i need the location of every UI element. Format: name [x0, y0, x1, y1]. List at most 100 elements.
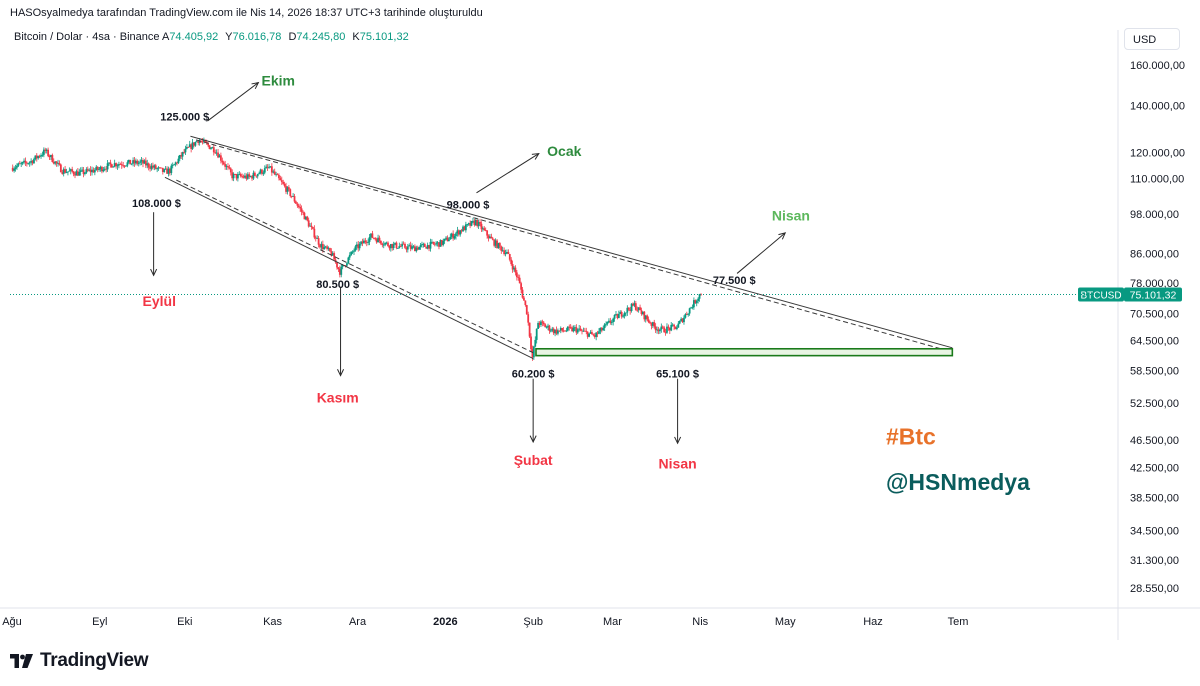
- y-tick-label: 86.000,00: [1130, 248, 1179, 260]
- candle: [86, 166, 89, 172]
- candle: [147, 162, 150, 171]
- candle: [156, 167, 159, 173]
- candle: [98, 167, 100, 172]
- candle: [324, 245, 327, 249]
- candle: [538, 321, 541, 328]
- candle: [625, 312, 627, 317]
- candle: [30, 158, 33, 166]
- candle: [537, 321, 540, 329]
- svg-text:BTCUSD: BTCUSD: [1080, 291, 1121, 302]
- candle: [623, 311, 626, 319]
- candle: [380, 240, 382, 246]
- svg-text:75.101,32: 75.101,32: [1130, 290, 1177, 302]
- arrow: [736, 232, 787, 274]
- candle: [675, 325, 678, 331]
- candle: [105, 166, 108, 173]
- candle: [312, 226, 314, 230]
- candle: [314, 235, 317, 242]
- candle: [188, 140, 191, 148]
- x-tick-label: Kas: [263, 616, 282, 628]
- candle: [338, 265, 341, 278]
- chart-labels: 125.000 $ 108.000 $ 80.500 $ 98.000 $ 77.500…: [132, 73, 1030, 495]
- symbol-name[interactable]: Bitcoin / Dolar · 4sa · Binance: [14, 31, 160, 43]
- candle: [517, 274, 520, 281]
- candle: [306, 215, 309, 222]
- period-label: Nisan: [659, 456, 697, 472]
- candle: [559, 326, 562, 334]
- y-tick-label: 64.500,00: [1130, 336, 1179, 348]
- candle: [507, 249, 510, 255]
- candle: [235, 173, 238, 181]
- candle: [219, 152, 222, 164]
- candle: [532, 345, 535, 361]
- y-tick-label: 110.000,00: [1130, 174, 1184, 186]
- candle: [139, 159, 142, 166]
- candle: [456, 226, 459, 237]
- candle: [549, 328, 552, 333]
- candle: [355, 241, 358, 250]
- candle: [202, 137, 205, 144]
- price-annotation: 60.200 $: [512, 368, 555, 380]
- candle: [622, 314, 624, 319]
- candle: [650, 322, 653, 330]
- candle: [54, 161, 57, 166]
- candle: [320, 241, 323, 250]
- candle: [660, 323, 663, 333]
- candle: [91, 166, 93, 176]
- candle: [572, 325, 575, 333]
- candle: [372, 237, 375, 240]
- candle: [272, 169, 275, 174]
- candle: [385, 241, 388, 245]
- candle: [17, 162, 20, 168]
- candle: [331, 251, 334, 256]
- candle: [222, 160, 225, 166]
- candle: [642, 311, 644, 316]
- candle: [616, 313, 619, 320]
- candle: [169, 167, 171, 176]
- candle: [159, 166, 161, 169]
- candle: [244, 172, 246, 179]
- watermark-text: @HSNmedya: [886, 469, 1030, 495]
- candle: [430, 239, 433, 244]
- last-price-value-tag: 75.101,32: [1124, 287, 1182, 302]
- candle: [336, 261, 338, 270]
- x-tick-label: Ağu: [2, 616, 22, 628]
- candle: [81, 166, 84, 172]
- candle: [558, 330, 561, 333]
- candle: [691, 304, 694, 310]
- candle: [120, 161, 123, 169]
- candle: [310, 222, 313, 230]
- candle: [132, 157, 134, 167]
- candle: [377, 234, 379, 243]
- candle: [37, 155, 40, 160]
- candle: [149, 164, 151, 172]
- arrow: [207, 81, 260, 122]
- candle: [31, 159, 34, 166]
- candle: [258, 171, 261, 175]
- currency-button[interactable]: USD: [1124, 28, 1180, 50]
- candle: [278, 173, 280, 181]
- candle: [130, 163, 133, 166]
- price-annotation: 77.500 $: [713, 275, 756, 287]
- candle: [547, 323, 549, 331]
- candle: [236, 172, 239, 182]
- candle: [215, 149, 218, 156]
- candle: [251, 174, 253, 181]
- candle: [474, 217, 477, 226]
- candle: [327, 246, 330, 251]
- candle: [371, 230, 374, 239]
- candle: [174, 161, 177, 167]
- candle: [88, 168, 91, 172]
- candle: [473, 218, 476, 227]
- candle: [378, 235, 381, 244]
- candle: [447, 237, 450, 242]
- y-tick-label: 98.000,00: [1130, 209, 1179, 221]
- tradingview-brand[interactable]: TradingView: [10, 650, 149, 672]
- ohlc-low-label: D: [288, 31, 297, 43]
- candle: [603, 322, 606, 331]
- candle: [296, 202, 299, 208]
- candle: [514, 265, 517, 276]
- candle: [530, 333, 532, 353]
- candle: [540, 320, 542, 327]
